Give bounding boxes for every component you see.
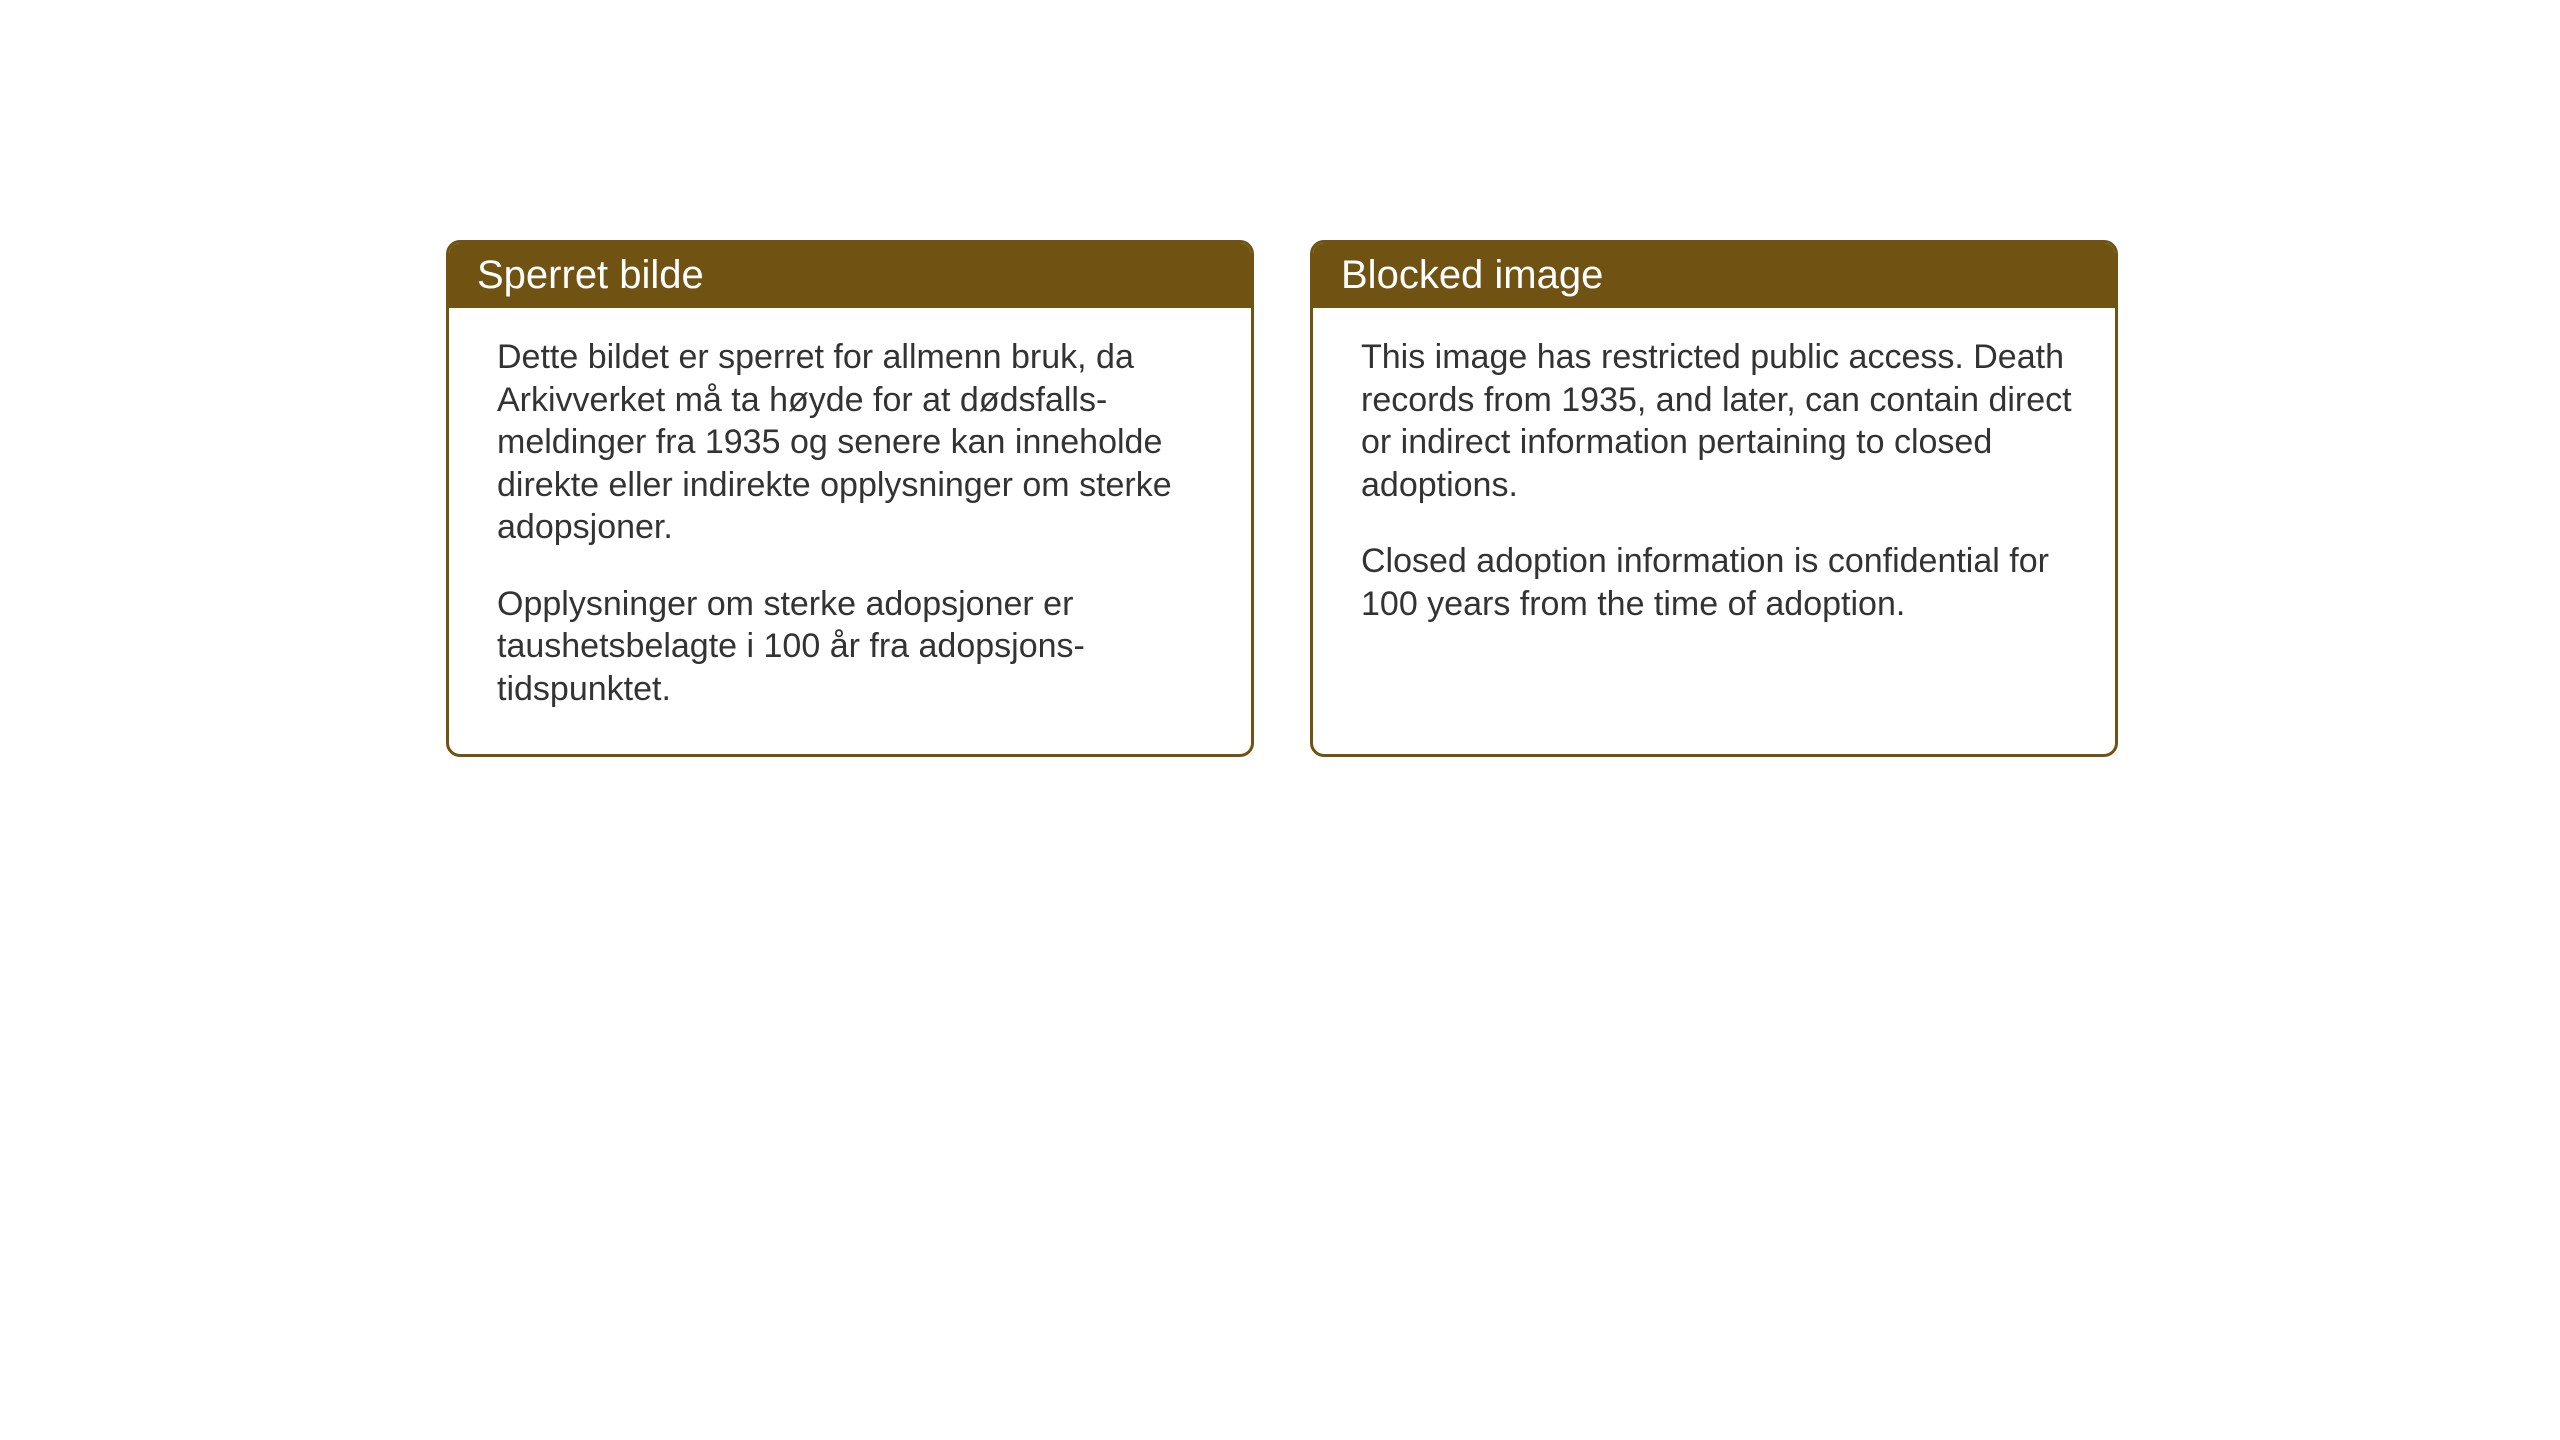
english-paragraph-1: This image has restricted public access.… <box>1361 336 2075 506</box>
english-notice-card: Blocked image This image has restricted … <box>1310 240 2118 757</box>
english-card-body: This image has restricted public access.… <box>1313 308 2115 669</box>
norwegian-card-body: Dette bildet er sperret for allmenn bruk… <box>449 308 1251 754</box>
norwegian-paragraph-1: Dette bildet er sperret for allmenn bruk… <box>497 336 1211 549</box>
english-paragraph-2: Closed adoption information is confident… <box>1361 540 2075 625</box>
notice-container: Sperret bilde Dette bildet er sperret fo… <box>446 240 2118 757</box>
norwegian-paragraph-2: Opplysninger om sterke adopsjoner er tau… <box>497 583 1211 711</box>
norwegian-notice-card: Sperret bilde Dette bildet er sperret fo… <box>446 240 1254 757</box>
norwegian-card-title: Sperret bilde <box>449 243 1251 308</box>
english-card-title: Blocked image <box>1313 243 2115 308</box>
